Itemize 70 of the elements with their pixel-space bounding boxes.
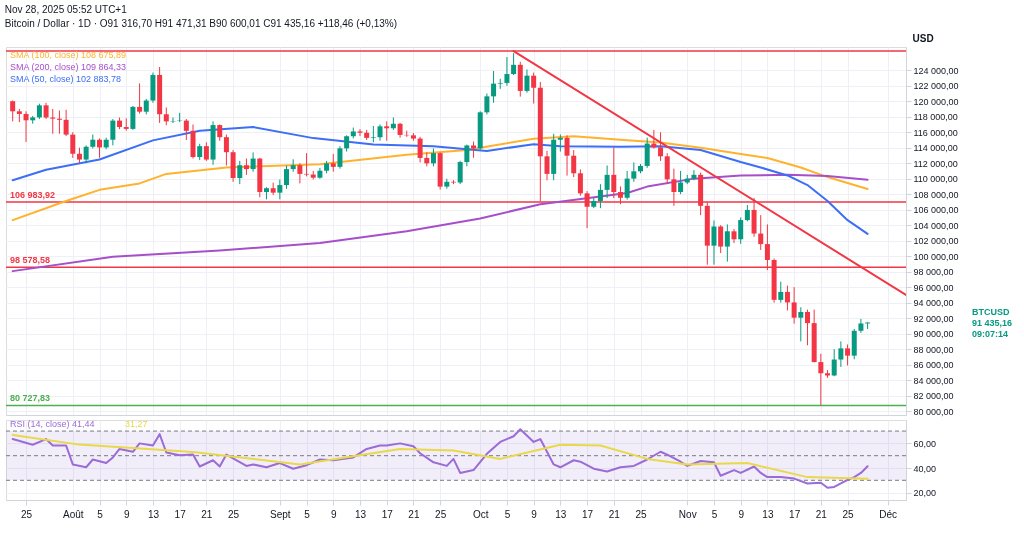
text: SMA (200, close) 109 864,33 (10, 62, 127, 72)
x-tick-label: 13 (555, 508, 567, 520)
y-tick-label: 86 000,00 (913, 360, 954, 371)
y-tick-label: 122 000,00 (913, 81, 959, 92)
y-tick-label: 98 000,00 (913, 267, 954, 278)
x-tick-label: 5 (504, 508, 511, 520)
y-tick-label: 112 000,00 (913, 158, 958, 169)
y-tick-label: 124 000,00 (913, 65, 959, 76)
text: 09:07:14 (972, 328, 1009, 339)
y-tick-label: 84 000,00 (913, 375, 954, 386)
x-tick-label: 5 (711, 508, 718, 520)
x-tick-label: 25 (635, 508, 648, 520)
x-tick-label: 5 (97, 508, 104, 520)
x-tick-label: 17 (381, 508, 394, 520)
x-tick-label: 13 (354, 508, 367, 520)
chart-title: Bitcoin / Dollar · 1D · O91 316,70 H91 471,31 B90 600,01 C91 435,16 +118,46 (+0,13%) (4, 17, 398, 29)
y-tick-label: 94 000,00 (913, 298, 954, 309)
y-tick-label: 106 000,00 (913, 205, 959, 216)
x-tick-label: Oct (472, 508, 489, 520)
ref-line-label: 98 578,58 (10, 255, 51, 266)
x-tick-label: 25 (435, 508, 447, 520)
x-tick-label: 17 (789, 508, 801, 520)
text: SMA (50, close) 102 883,78 (10, 74, 122, 84)
y-tick-label: 120 000,00 (913, 96, 959, 107)
y-tick-label: 100 000,00 (913, 251, 959, 262)
x-tick-label: 13 (147, 508, 160, 520)
series-label: RSI (14, close) 41,44 (10, 419, 95, 429)
y-tick-label: 88 000,00 (913, 344, 954, 355)
y-axis-title: USD (912, 32, 934, 44)
x-tick-label: 9 (330, 508, 337, 520)
x-tick-label: 25 (20, 508, 33, 520)
y-tick-label: 104 000,00 (913, 220, 959, 231)
x-tick-label: Nov (678, 508, 697, 520)
x-tick-label: 5 (304, 508, 311, 520)
x-tick-label: Déc (879, 508, 898, 520)
x-tick-label: 13 (762, 508, 774, 520)
text: 31,27 (125, 419, 148, 429)
text: BTCUSD (972, 306, 1010, 317)
y-tick-label: 114 000,00 (913, 143, 958, 154)
x-tick-label: 9 (123, 508, 130, 520)
x-tick-label: 9 (738, 508, 745, 520)
y-tick-label: 82 000,00 (913, 391, 954, 402)
y-tick-label: 40,00 (913, 463, 937, 474)
ref-line-label: 106 983,92 (10, 190, 56, 201)
y-tick-label: 80 000,00 (913, 406, 954, 417)
y-tick-label: 20,00 (913, 488, 937, 499)
y-tick-label: 118 000,00 (913, 112, 958, 123)
x-tick-label: 21 (408, 508, 420, 520)
x-tick-label: 25 (842, 508, 855, 520)
y-tick-label: 108 000,00 (913, 189, 959, 200)
y-tick-label: 96 000,00 (913, 282, 954, 293)
x-tick-label: 21 (201, 508, 213, 520)
text: Nov 28, 2025 05:52 UTC+1 (4, 3, 128, 15)
x-tick-label: 17 (174, 508, 187, 520)
y-tick-label: 90 000,00 (913, 329, 954, 340)
x-tick-label: 21 (815, 508, 828, 520)
text: 91 435,16 (972, 317, 1013, 328)
x-tick-label: 21 (608, 508, 621, 520)
y-tick-label: 60,00 (913, 438, 937, 449)
y-tick-label: 92 000,00 (913, 313, 954, 324)
ref-line-label: 80 727,83 (10, 393, 51, 404)
text: SMA (100, close) 108 675,89 (10, 50, 127, 60)
y-tick-label: 102 000,00 (913, 236, 959, 247)
x-tick-label: Sept (270, 508, 291, 520)
y-tick-label: 110 000,00 (913, 174, 958, 185)
x-tick-label: 17 (582, 508, 594, 520)
x-tick-label: 25 (228, 508, 240, 520)
x-tick-label: 9 (531, 508, 538, 520)
y-tick-label: 116 000,00 (913, 127, 958, 138)
x-tick-label: Août (63, 508, 84, 520)
